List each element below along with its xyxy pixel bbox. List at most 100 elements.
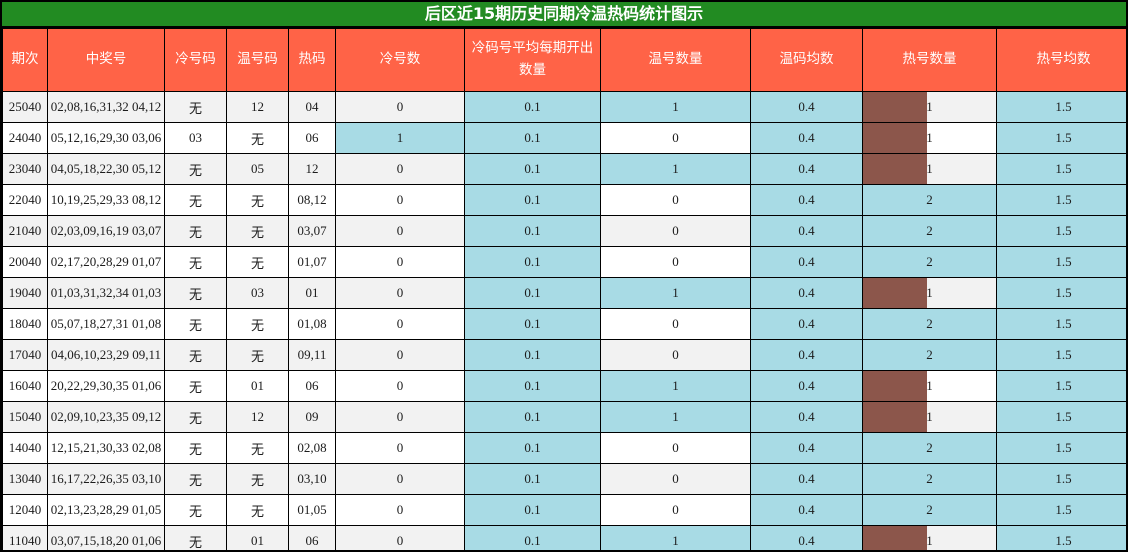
cell-cold-numbers: 03 bbox=[164, 122, 227, 154]
cell-hot-numbers: 01,05 bbox=[288, 494, 336, 526]
cell-period-value: 22040 bbox=[8, 192, 42, 207]
cell-warm-numbers-value: 无 bbox=[250, 348, 264, 364]
col-header-winning-numbers: 中奖号 bbox=[47, 28, 165, 92]
cell-warm-avg: 0.4 bbox=[750, 432, 863, 464]
cell-winning-numbers: 04,06,10,23,29 09,11 bbox=[47, 339, 165, 371]
cell-warm-numbers-value: 01 bbox=[251, 533, 264, 548]
cell-hot-numbers: 03,10 bbox=[288, 463, 336, 495]
cell-cold-count-value: 1 bbox=[396, 130, 404, 145]
cell-warm-avg-value: 0.4 bbox=[798, 99, 815, 114]
cell-period: 20040 bbox=[2, 246, 48, 278]
cell-warm-avg-value: 0.4 bbox=[798, 254, 815, 269]
cell-warm-numbers: 无 bbox=[226, 184, 289, 216]
cell-warm-avg-value: 0.4 bbox=[798, 502, 815, 517]
cell-warm-count: 1 bbox=[600, 277, 751, 309]
cell-cold-avg: 0.1 bbox=[464, 494, 601, 526]
cell-hot-avg-value: 1.5 bbox=[1055, 161, 1072, 176]
table-row: 19040 01,03,31,32,34 01,03 无 03 01 0 0.1 1 0.4 1 1… bbox=[2, 277, 1126, 309]
cell-warm-avg: 0.4 bbox=[750, 91, 863, 123]
cell-period-value: 16040 bbox=[8, 378, 42, 393]
cell-winning-numbers-value: 20,22,29,30,35 01,06 bbox=[50, 378, 162, 393]
cell-hot-numbers: 02,08 bbox=[288, 432, 336, 464]
cell-period-value: 13040 bbox=[8, 471, 42, 486]
cell-period-value: 11040 bbox=[8, 533, 42, 548]
cell-warm-numbers: 无 bbox=[226, 122, 289, 154]
cell-cold-count-value: 0 bbox=[396, 254, 404, 269]
cell-winning-numbers-value: 04,05,18,22,30 05,12 bbox=[50, 161, 162, 176]
cell-warm-count-value: 0 bbox=[672, 347, 679, 362]
cell-warm-avg: 0.4 bbox=[750, 370, 863, 402]
cell-hot-avg-value: 1.5 bbox=[1055, 378, 1072, 393]
cell-cold-numbers-value: 无 bbox=[188, 162, 202, 178]
cell-cold-count-value: 0 bbox=[396, 409, 404, 424]
cell-hot-count-value: 1 bbox=[926, 409, 933, 424]
cell-hot-count-value: 2 bbox=[926, 254, 933, 269]
cell-warm-avg-value: 0.4 bbox=[798, 533, 815, 548]
col-header-warm-count: 温号数量 bbox=[600, 28, 751, 92]
cell-warm-avg: 0.4 bbox=[750, 122, 863, 154]
hot-count-databar bbox=[863, 92, 927, 122]
cell-warm-count: 0 bbox=[600, 184, 751, 216]
cell-winning-numbers-value: 04,06,10,23,29 09,11 bbox=[50, 347, 162, 362]
cell-hot-count: 2 bbox=[862, 494, 997, 526]
col-header-period: 期次 bbox=[2, 28, 48, 92]
cell-warm-avg: 0.4 bbox=[750, 184, 863, 216]
cell-hot-avg-value: 1.5 bbox=[1055, 130, 1072, 145]
cell-warm-numbers-value: 无 bbox=[250, 255, 264, 271]
cell-hot-numbers-value: 09 bbox=[305, 409, 319, 424]
cell-warm-avg-value: 0.4 bbox=[798, 192, 815, 207]
cell-cold-count: 0 bbox=[335, 246, 465, 278]
cell-warm-avg: 0.4 bbox=[750, 215, 863, 247]
table-row: 11040 03,07,15,18,20 01,06 无 01 06 0 0.1 1 0.4 1 1… bbox=[2, 525, 1126, 550]
table-row: 14040 12,15,21,30,33 02,08 无 无 02,08 0 0.1 0 0.4… bbox=[2, 432, 1126, 464]
cell-cold-avg: 0.1 bbox=[464, 463, 601, 495]
cell-warm-avg-value: 0.4 bbox=[798, 471, 815, 486]
cell-warm-count-value: 1 bbox=[672, 285, 679, 300]
cell-hot-numbers-value: 06 bbox=[305, 533, 319, 548]
cell-cold-numbers-value: 无 bbox=[188, 534, 202, 550]
cell-warm-count: 0 bbox=[600, 308, 751, 340]
cell-winning-numbers-value: 02,03,09,16,19 03,07 bbox=[50, 223, 162, 238]
cell-warm-count: 1 bbox=[600, 401, 751, 433]
cell-cold-avg-value: 0.1 bbox=[524, 440, 541, 455]
cell-winning-numbers: 12,15,21,30,33 02,08 bbox=[47, 432, 165, 464]
cell-cold-avg: 0.1 bbox=[464, 153, 601, 185]
cell-period-value: 21040 bbox=[8, 223, 42, 238]
cell-winning-numbers-value: 10,19,25,29,33 08,12 bbox=[50, 192, 162, 207]
cell-warm-count: 0 bbox=[600, 215, 751, 247]
cell-winning-numbers-value: 05,12,16,29,30 03,06 bbox=[50, 130, 162, 145]
cell-cold-count: 0 bbox=[335, 153, 465, 185]
cell-cold-count: 0 bbox=[335, 91, 465, 123]
cell-hot-numbers-value: 04 bbox=[305, 99, 319, 114]
cell-cold-avg: 0.1 bbox=[464, 370, 601, 402]
cell-winning-numbers: 03,07,15,18,20 01,06 bbox=[47, 525, 165, 550]
table-row: 18040 05,07,18,27,31 01,08 无 无 01,08 0 0.1 0 0.4… bbox=[2, 308, 1126, 340]
cell-hot-count: 2 bbox=[862, 184, 997, 216]
cell-warm-count: 0 bbox=[600, 463, 751, 495]
cell-warm-count-value: 1 bbox=[672, 409, 679, 424]
cell-cold-avg-value: 0.1 bbox=[524, 471, 541, 486]
cell-cold-numbers: 无 bbox=[164, 308, 227, 340]
cell-hot-avg-value: 1.5 bbox=[1055, 254, 1072, 269]
cell-winning-numbers: 16,17,22,26,35 03,10 bbox=[47, 463, 165, 495]
cell-winning-numbers-value: 02,08,16,31,32 04,12 bbox=[50, 99, 162, 114]
cell-period: 18040 bbox=[2, 308, 48, 340]
cell-hot-avg: 1.5 bbox=[996, 246, 1126, 278]
cell-cold-avg-value: 0.1 bbox=[524, 161, 541, 176]
cell-period: 16040 bbox=[2, 370, 48, 402]
hot-count-databar bbox=[863, 123, 927, 153]
cell-cold-count-value: 0 bbox=[396, 161, 404, 176]
cell-warm-count: 1 bbox=[600, 91, 751, 123]
cell-hot-avg-value: 1.5 bbox=[1055, 409, 1072, 424]
cell-cold-numbers: 无 bbox=[164, 463, 227, 495]
cell-period-value: 19040 bbox=[8, 285, 42, 300]
cell-winning-numbers-value: 16,17,22,26,35 03,10 bbox=[50, 471, 162, 486]
cell-warm-numbers-value: 01 bbox=[251, 378, 264, 393]
cell-cold-count-value: 0 bbox=[396, 440, 404, 455]
cell-period-value: 24040 bbox=[8, 130, 42, 145]
cell-hot-avg: 1.5 bbox=[996, 494, 1126, 526]
cell-hot-count-value: 2 bbox=[926, 223, 933, 238]
cell-warm-count: 0 bbox=[600, 339, 751, 371]
cell-cold-numbers: 无 bbox=[164, 215, 227, 247]
cell-warm-numbers-value: 无 bbox=[250, 441, 264, 457]
